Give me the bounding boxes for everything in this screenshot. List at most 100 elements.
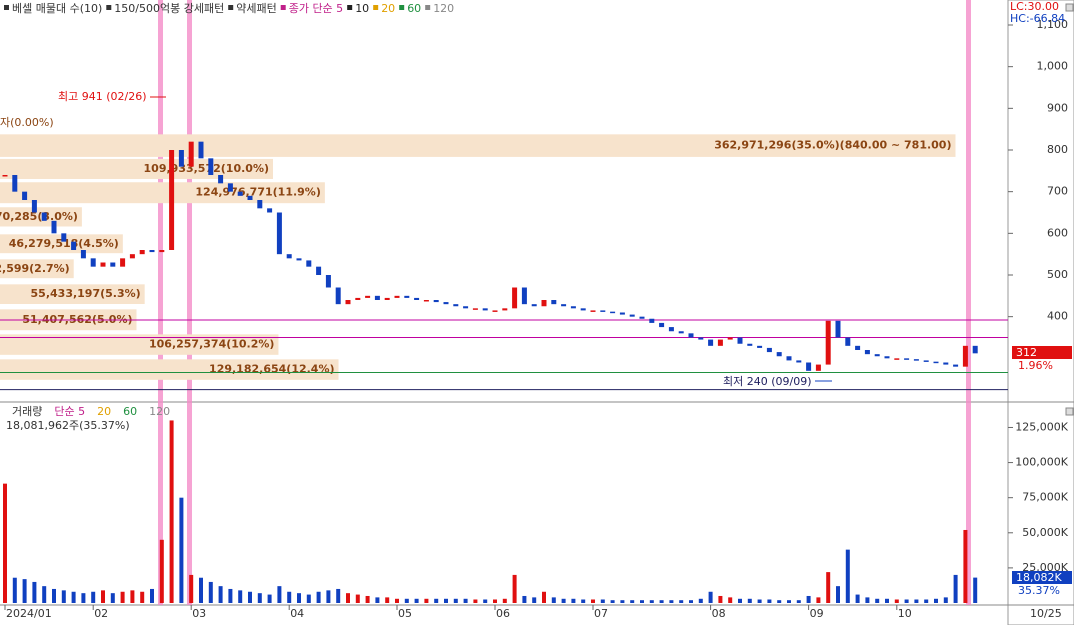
candle: [257, 200, 263, 209]
candle: [472, 308, 478, 310]
volume-bar: [512, 574, 517, 603]
candle: [561, 304, 567, 307]
volume-bar: [777, 600, 782, 603]
candle: [855, 345, 861, 350]
candle: [512, 287, 518, 309]
candle: [639, 316, 645, 319]
y-tick-label: 400: [1047, 310, 1068, 323]
volume-bar: [42, 586, 47, 603]
profile-band: [0, 182, 325, 204]
candle: [365, 295, 371, 298]
volume-bar: [424, 598, 429, 603]
volume-bar: [522, 595, 527, 603]
candle: [590, 310, 596, 312]
candle: [237, 191, 243, 196]
candle: [22, 191, 28, 200]
volume-bar: [698, 598, 703, 603]
candle: [757, 345, 763, 348]
candle: [972, 345, 978, 354]
volume-bar: [551, 597, 556, 603]
volume-bar: [532, 597, 537, 603]
last-volume-pct: 35.37%: [1018, 584, 1060, 597]
volume-bar: [179, 497, 184, 603]
candle: [374, 295, 380, 300]
volume-tick-label: 100,000K: [1015, 456, 1068, 469]
profile-label: 31,470,285(3.0%): [0, 210, 78, 223]
candle: [286, 254, 292, 259]
candle: [276, 212, 282, 255]
volume-bar: [228, 588, 233, 603]
volume-bar: [669, 600, 674, 603]
volume-bar: [640, 600, 644, 603]
candle: [541, 300, 547, 307]
volume-bar: [71, 591, 76, 603]
last-volume-box: [1012, 571, 1072, 584]
profile-label: 124,976,771(11.9%): [195, 186, 320, 199]
candle: [962, 345, 968, 367]
candle: [600, 310, 606, 312]
candle: [884, 356, 890, 359]
volume-bar: [483, 599, 488, 603]
candle: [110, 262, 116, 267]
candle: [874, 354, 880, 357]
candle: [923, 360, 929, 362]
candle: [345, 300, 351, 305]
legend-item: 약세패턴: [236, 1, 276, 15]
volume-bar: [600, 599, 605, 603]
candle: [90, 258, 96, 267]
candle: [580, 308, 586, 311]
volume-bar: [649, 600, 654, 603]
candle: [649, 318, 655, 323]
volume-bar: [336, 588, 341, 603]
volume-bar: [747, 598, 752, 603]
volume-bar: [277, 586, 282, 603]
volume-bar: [591, 599, 595, 603]
candle: [708, 339, 714, 346]
last-volume-label: 18,082K: [1016, 571, 1062, 584]
volume-bar: [943, 597, 948, 603]
volume-bar: [885, 598, 889, 603]
candle: [737, 337, 743, 344]
profile-label: 55,433,197(5.3%): [31, 287, 141, 300]
volume-bar: [924, 599, 929, 603]
x-tick-label: 2024/01: [6, 607, 52, 620]
legend-item: 베셀 매물대 수(10): [12, 2, 102, 15]
candle: [178, 150, 184, 167]
volume-bar: [904, 599, 909, 603]
profile-band: [0, 207, 82, 227]
volume-bar: [630, 600, 635, 603]
event-band: [158, 0, 163, 605]
volume-bar: [140, 591, 145, 603]
candle: [198, 141, 204, 159]
candle: [404, 295, 410, 298]
last-change-label: 1.96%: [1018, 359, 1053, 372]
candle: [227, 183, 233, 192]
candle: [766, 347, 772, 353]
volume-bar: [493, 599, 497, 603]
volume-bar: [257, 593, 262, 603]
volume-tick-label: 75,000K: [1022, 491, 1068, 504]
volume-bar: [130, 590, 135, 603]
candle: [698, 337, 704, 340]
candle: [149, 250, 155, 253]
volume-bar: [816, 597, 821, 603]
candle: [218, 175, 224, 184]
high-annotation: 최고 941 (02/26): [58, 90, 147, 103]
candle: [492, 310, 498, 312]
legend-item: 20: [381, 2, 395, 15]
candle: [806, 362, 812, 371]
candle: [943, 362, 949, 365]
candle: [933, 361, 939, 364]
candle: [188, 141, 194, 167]
panel-button[interactable]: [1065, 3, 1074, 12]
candle: [796, 360, 802, 363]
candle: [414, 297, 420, 300]
candle: [825, 320, 831, 365]
volume-bar: [767, 599, 772, 603]
legend-swatch: [106, 5, 112, 10]
panel-button[interactable]: [1065, 407, 1074, 416]
legend-item: 종가 단순 5: [289, 2, 343, 15]
volume-bar: [561, 598, 566, 603]
volume-bar: [414, 598, 419, 603]
